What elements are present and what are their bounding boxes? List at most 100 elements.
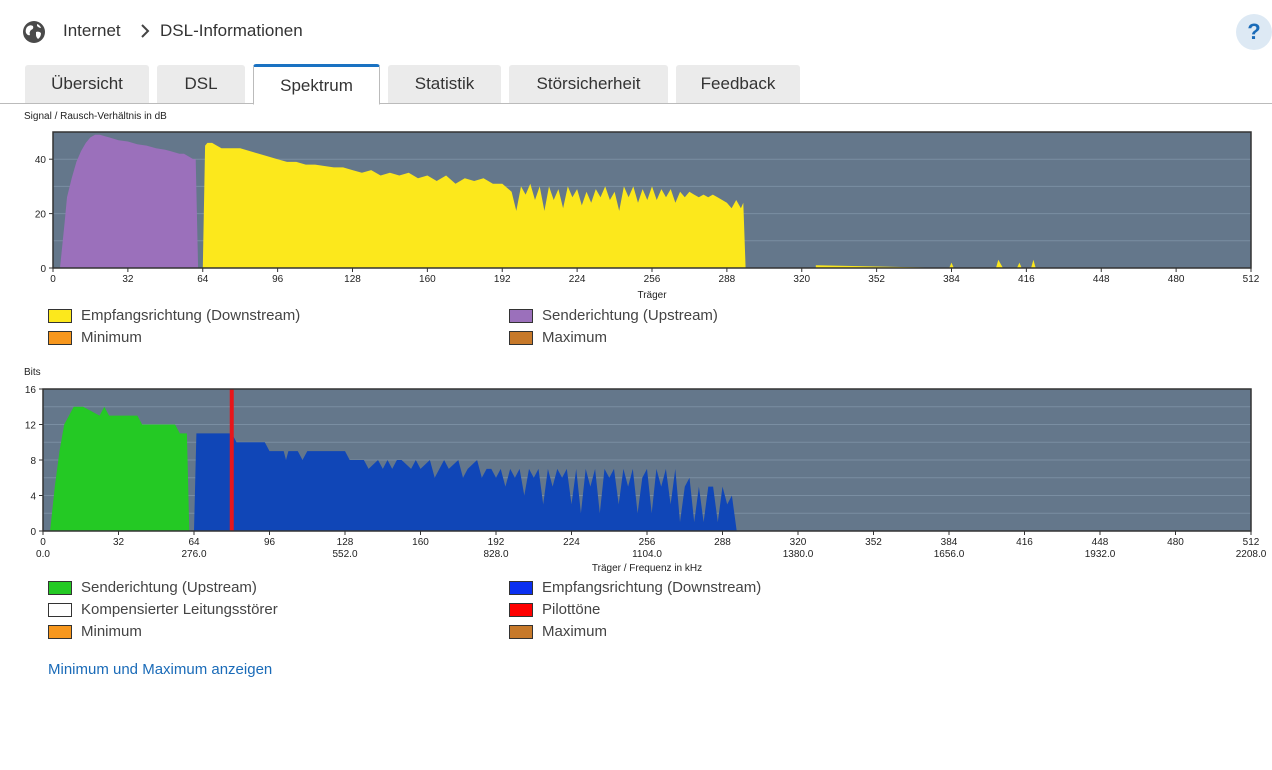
x-tick-label: 128 (344, 274, 361, 285)
x-tick-label: 32 (113, 537, 125, 548)
x-tick-khz-label: 1932.0 (1085, 549, 1116, 560)
x-tick-label: 32 (122, 274, 134, 285)
legend-label-downstream: Empfangsrichtung (Downstream) (81, 307, 301, 324)
globe-icon (23, 21, 45, 43)
x-tick-label: 288 (714, 537, 731, 548)
legend-item-pilot: Pilottöne (509, 601, 600, 618)
x-tick-label: 0 (50, 274, 56, 285)
legend-swatch-minimum (48, 330, 72, 345)
x-tick-khz-label: 276.0 (181, 549, 206, 560)
x-tick-label: 416 (1016, 537, 1033, 548)
x-tick-label: 448 (1093, 274, 1110, 285)
x-tick-khz-label: 0.0 (36, 549, 50, 560)
legend-item-downstream: Empfangsrichtung (Downstream) (48, 307, 300, 324)
legend-label-bits-maximum: Maximum (542, 623, 608, 640)
top-bar: Internet DSL-Informationen ? (0, 0, 1272, 64)
x-tick-label: 64 (197, 274, 209, 285)
x-tick-label: 512 (1243, 274, 1260, 285)
y-tick-label: 20 (35, 210, 47, 221)
snr-chart: 0 20 40 0 32 64 96 128 160 192 224 256 288 320 352 384 4… (35, 131, 1260, 301)
chevron-right-icon (141, 24, 150, 38)
series-area-senderichtung-upstream (50, 406, 192, 531)
legend-label-minimum: Minimum (81, 329, 142, 346)
x-tick-label: 448 (1092, 537, 1109, 548)
x-tick-label: 352 (865, 537, 882, 548)
y-tick-label: 4 (30, 492, 36, 503)
legend-label-bits-minimum: Minimum (81, 623, 142, 640)
x-tick-label: 480 (1167, 537, 1184, 548)
snr-chart-title: Signal / Rausch-Verhältnis in dB (24, 111, 167, 122)
y-tick-label: 12 (25, 421, 37, 432)
x-tick-label: 224 (563, 537, 580, 548)
breadcrumb-current: DSL-Informationen (160, 21, 303, 40)
tab-feedback[interactable]: Feedback (676, 65, 800, 103)
x-axis-label: Träger (637, 290, 667, 301)
legend-swatch-upstream (509, 308, 533, 323)
legend-swatch-maximum (509, 330, 533, 345)
tab-spektrum[interactable]: Spektrum (253, 64, 380, 105)
x-tick-label: 288 (719, 274, 736, 285)
legend-item-maximum: Maximum (509, 329, 607, 346)
x-tick-label: 512 (1243, 537, 1260, 548)
legend-label-pilot: Pilottöne (542, 601, 601, 618)
x-tick-label: 96 (264, 537, 276, 548)
legend-swatch-pilot (509, 602, 533, 617)
y-tick-label: 0 (40, 264, 46, 275)
x-tick-label: 96 (272, 274, 284, 285)
tab-bar: Übersicht DSL Spektrum Statistik Störsic… (0, 64, 1272, 105)
x-tick-label: 320 (790, 537, 807, 548)
legend-label-bits-downstream: Empfangsrichtung (Downstream) (542, 579, 762, 596)
legend-label-bits-upstream: Senderichtung (Upstream) (81, 579, 257, 596)
legend-swatch-downstream (48, 308, 72, 323)
legend-item-minimum: Minimum (48, 329, 142, 346)
legend-label-maximum: Maximum (542, 329, 608, 346)
legend-item-bits-downstream: Empfangsrichtung (Downstream) (509, 579, 761, 596)
legend-swatch-bits-upstream (48, 580, 72, 595)
x-tick-label: 416 (1018, 274, 1035, 285)
x-tick-label: 64 (188, 537, 200, 548)
tab-stoersicherheit[interactable]: Störsicherheit (509, 65, 668, 103)
tab-dsl[interactable]: DSL (157, 65, 245, 103)
show-minmax-link[interactable]: Minimum und Maximum anzeigen (48, 661, 273, 678)
x-tick-khz-label: 1656.0 (934, 549, 965, 560)
help-button[interactable]: ? (1236, 14, 1272, 50)
pilot-tone-marker (229, 389, 234, 531)
series-area-empfangsrichtung-downstream (194, 433, 739, 531)
legend-item-compensated: Kompensierter Leitungsstörer (48, 601, 278, 618)
x-tick-label: 256 (639, 537, 656, 548)
x-tick-khz-label: 828.0 (483, 549, 508, 560)
series-area-empfangsrichtung-downstream (202, 142, 746, 268)
series-area-senderichtung-upstream (60, 134, 201, 268)
x-tick-label: 224 (569, 274, 586, 285)
bits-chart-title: Bits (24, 367, 41, 378)
x-tick-khz-label: 2208.0 (1236, 549, 1267, 560)
x-tick-label: 384 (941, 537, 958, 548)
tab-uebersicht[interactable]: Übersicht (25, 65, 149, 103)
x-tick-khz-label: 1104.0 (632, 549, 662, 560)
legend-swatch-bits-minimum (48, 624, 72, 639)
y-tick-label: 0 (30, 527, 36, 538)
legend-item-bits-maximum: Maximum (509, 623, 607, 640)
x-tick-label: 480 (1168, 274, 1185, 285)
x-tick-label: 384 (943, 274, 960, 285)
series-area-empfangsrichtung-downstream-spots (815, 259, 1036, 268)
breadcrumb-internet[interactable]: Internet (63, 21, 121, 40)
legend-label-compensated: Kompensierter Leitungsstörer (81, 601, 278, 618)
tab-statistik[interactable]: Statistik (388, 65, 501, 103)
x-tick-khz-label: 552.0 (332, 549, 357, 560)
legend-item-bits-minimum: Minimum (48, 623, 142, 640)
x-tick-label: 0 (40, 537, 46, 548)
legend-swatch-bits-maximum (509, 624, 533, 639)
legend-swatch-compensated (48, 602, 72, 617)
y-tick-label: 40 (35, 155, 47, 166)
x-tick-label: 160 (419, 274, 436, 285)
legend-item-bits-upstream: Senderichtung (Upstream) (48, 579, 257, 596)
x-axis-label: Träger / Frequenz in kHz (592, 563, 702, 574)
x-tick-label: 128 (337, 537, 354, 548)
x-tick-label: 352 (868, 274, 885, 285)
y-tick-label: 16 (25, 385, 37, 396)
legend-swatch-bits-downstream (509, 580, 533, 595)
x-tick-label: 192 (494, 274, 511, 285)
x-tick-khz-label: 1380.0 (783, 549, 814, 560)
